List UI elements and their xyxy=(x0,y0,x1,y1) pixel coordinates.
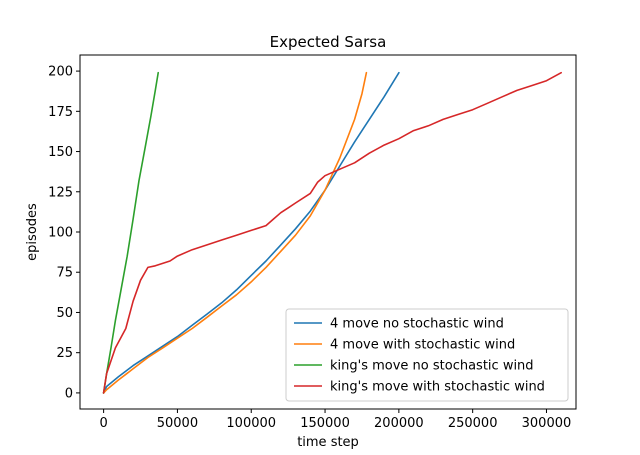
chart-title: Expected Sarsa xyxy=(270,33,387,51)
x-tick-label: 250000 xyxy=(448,416,498,431)
x-tick-label: 200000 xyxy=(374,416,424,431)
x-tick-label: 50000 xyxy=(157,416,198,431)
series-layer xyxy=(102,71,563,394)
legend-label-2: 4 move with stochastic wind xyxy=(330,338,515,353)
y-tick-label: 150 xyxy=(48,145,73,160)
series-line-3 xyxy=(102,71,159,394)
y-tick-label: 175 xyxy=(48,105,73,120)
x-axis-label: time step xyxy=(297,435,359,450)
x-tick-label: 300000 xyxy=(522,416,572,431)
x-tick-label: 100000 xyxy=(226,416,276,431)
legend-label-4: king's move with stochastic wind xyxy=(330,380,545,395)
series-line-2 xyxy=(102,71,368,394)
legend-label-3: king's move no stochastic wind xyxy=(330,359,534,374)
y-axis: 0 25 50 75 100 125 150 175 200 xyxy=(48,65,80,401)
x-tick-label: 150000 xyxy=(300,416,350,431)
y-tick-label: 200 xyxy=(48,65,73,80)
x-axis: 0 50000 100000 150000 200000 250000 300000 xyxy=(99,409,571,431)
y-tick-label: 75 xyxy=(56,266,73,281)
legend: 4 move no stochastic wind 4 move with sto… xyxy=(285,308,569,402)
series-line-1 xyxy=(102,71,400,394)
y-tick-label: 125 xyxy=(48,185,73,200)
series-line-4 xyxy=(102,71,563,394)
y-axis-label: episodes xyxy=(25,203,40,261)
x-tick-label: 0 xyxy=(99,416,107,431)
y-tick-label: 0 xyxy=(65,386,73,401)
y-tick-label: 25 xyxy=(56,346,73,361)
y-tick-label: 100 xyxy=(48,226,73,241)
legend-box xyxy=(285,308,569,402)
y-tick-label: 50 xyxy=(56,306,73,321)
legend-label-1: 4 move no stochastic wind xyxy=(330,317,504,332)
